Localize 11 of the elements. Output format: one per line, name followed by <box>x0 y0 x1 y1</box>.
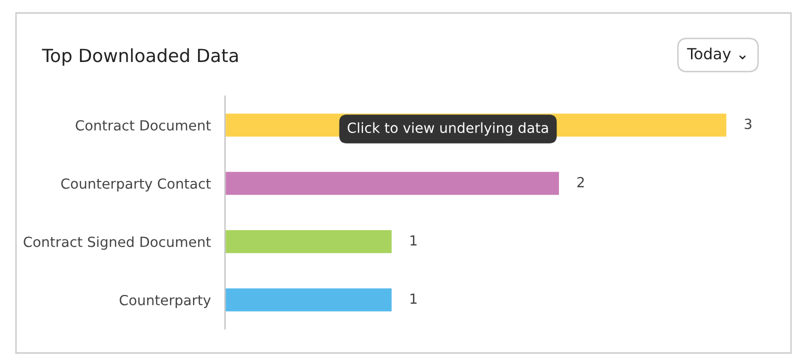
y-tick-label: Contract Signed Document <box>24 236 211 250</box>
data-label: 2 <box>577 176 584 188</box>
chart-title: Top Downloaded Data <box>42 48 238 66</box>
text: Today ⌄ <box>687 48 746 62</box>
data-label: 1 <box>410 235 417 246</box>
data-label: 1 <box>410 294 417 304</box>
y-tick-label: Counterparty <box>120 294 211 308</box>
y-tick-label: Contract Document <box>76 120 211 131</box>
data-label: 3 <box>744 118 752 130</box>
annotation: Click to view underlying data <box>348 122 548 136</box>
y-tick-label: Counterparty Contact <box>61 178 211 192</box>
